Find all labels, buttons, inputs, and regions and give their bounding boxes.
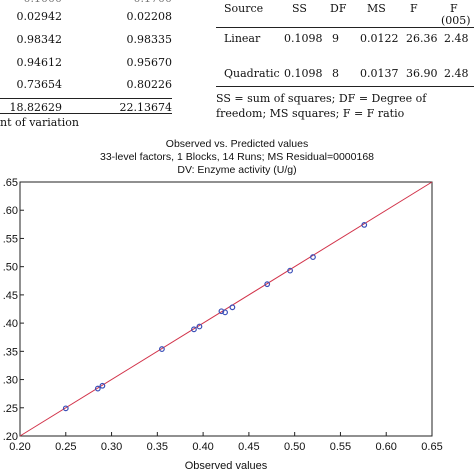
- data-point: [196, 323, 203, 330]
- table-divider: [0, 113, 172, 114]
- y-tick-label: .20: [3, 431, 18, 443]
- stats-linear-value: 18.82629: [9, 101, 63, 114]
- anova-header-ms: MS: [367, 2, 386, 15]
- anova-df: 8: [332, 67, 339, 80]
- plot-area: [19, 181, 433, 437]
- anova-header-fcrit-level: (005): [441, 14, 471, 27]
- data-point: [94, 385, 101, 392]
- data-point: [229, 304, 236, 311]
- anova-f: 36.90: [406, 67, 438, 80]
- x-axis-label: Observed values: [185, 460, 268, 472]
- anova-divider: [216, 27, 474, 28]
- anova-source: Quadratic: [224, 67, 280, 80]
- anova-source: Linear: [224, 32, 261, 45]
- anova-ms: 0.0122: [360, 32, 399, 45]
- chart-subtitle: 33-level factors, 1 Blocks, 14 Runs; MS …: [99, 151, 375, 163]
- stats-linear-value: 0.02942: [16, 10, 63, 23]
- x-tick-label: 0.60: [376, 441, 397, 453]
- anova-ss: 0.1098: [284, 67, 323, 80]
- data-point: [264, 281, 271, 288]
- x-tick-label: 0.20: [9, 441, 30, 453]
- fit-line-layer: [19, 181, 433, 437]
- anova-ms: 0.0137: [360, 67, 399, 80]
- anova-header-f: F: [410, 2, 418, 15]
- y-tick-label: .30: [3, 375, 18, 387]
- anova-footnote: SS = sum of squares; DF = Degree of free…: [216, 92, 427, 120]
- y-tick-label: .55: [3, 233, 18, 245]
- x-tick-label: 0.50: [284, 441, 305, 453]
- y-tick-label: .45: [3, 290, 18, 302]
- x-tick-label: 0.55: [330, 441, 351, 453]
- anova-header-source: Source: [224, 2, 264, 15]
- data-point: [191, 326, 197, 333]
- x-tick-label: 0.40: [192, 441, 213, 453]
- anova-df: 9: [332, 32, 339, 45]
- stats-row: 0.94612 0.95670: [0, 56, 180, 70]
- data-point: [99, 382, 106, 389]
- anova-fcrit: 2.48: [444, 67, 469, 80]
- anova-divider: [216, 86, 474, 87]
- stats-quadratic-value: 0.95670: [126, 56, 173, 69]
- x-tick-label: 0.25: [55, 441, 76, 453]
- y-tick-label: .35: [3, 346, 18, 358]
- y-tick-label: .40: [3, 318, 18, 330]
- anova-header-ss: SS: [292, 2, 307, 15]
- fit-line: [19, 181, 433, 437]
- table-divider: [0, 98, 172, 99]
- cv-footnote: nt of variation: [0, 116, 79, 129]
- data-point: [310, 254, 316, 260]
- x-tick-label: 0.35: [147, 441, 168, 453]
- stats-row: 0.73654 0.80226: [0, 78, 180, 92]
- stats-row: 18.82629 22.13674: [0, 101, 180, 115]
- stats-row-cropped: 0.1000 0.1700: [0, 0, 180, 6]
- data-point: [222, 309, 228, 316]
- data-points: [62, 221, 368, 412]
- y-tick-label: .25: [3, 403, 18, 415]
- stats-quadratic-value: 0.80226: [126, 78, 173, 91]
- stats-row: 0.02942 0.02208: [0, 10, 180, 24]
- anova-header-fcrit: F: [450, 2, 458, 15]
- anova-f: 26.36: [406, 32, 438, 45]
- data-point: [62, 405, 69, 412]
- x-tick-label: 0.30: [101, 441, 122, 453]
- stats-quadratic-value: 0.02208: [126, 10, 173, 23]
- stats-quadratic-value: 22.13674: [119, 101, 173, 114]
- chart-title: Observed vs. Predicted values: [165, 138, 309, 150]
- anova-fcrit: 2.48: [444, 32, 469, 45]
- data-point: [159, 346, 165, 352]
- data-point: [218, 308, 225, 315]
- x-tick-label: 0.65: [421, 441, 442, 453]
- y-tick-label: .60: [3, 205, 18, 217]
- x-tick-label: 0.45: [238, 441, 259, 453]
- chart-subtitle-dv: DV: Enzyme activity (U/g): [177, 164, 297, 176]
- axis-ticks: 0.20 0.25 0.30 0.35 0.40 0.45 0.50 0.55 0.60 0.65…: [3, 177, 443, 453]
- stats-row: 0.98342 0.98335: [0, 33, 180, 47]
- anova-ss: 0.1098: [284, 32, 323, 45]
- y-tick-label: .65: [3, 177, 18, 189]
- stats-linear-value: 0.73654: [16, 78, 63, 91]
- data-point: [361, 221, 368, 228]
- stats-linear-value: 0.98342: [16, 33, 63, 46]
- stats-linear-value: 0.94612: [16, 56, 63, 69]
- anova-header-df: DF: [330, 2, 347, 15]
- stats-quadratic-value: 0.98335: [126, 33, 173, 46]
- y-tick-label: .50: [3, 262, 18, 274]
- data-point: [287, 267, 293, 274]
